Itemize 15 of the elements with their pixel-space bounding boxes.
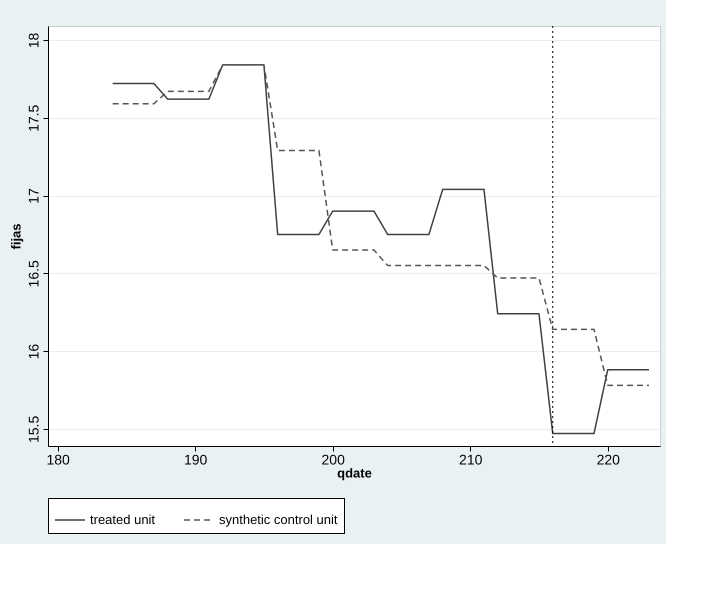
y-tick-label: 17: [26, 188, 42, 204]
legend-label: treated unit: [90, 512, 156, 527]
y-tick-label: 18: [26, 32, 42, 48]
y-tick-label: 16: [26, 344, 42, 360]
y-tick-label: 17.5: [26, 104, 42, 132]
x-tick-label: 180: [46, 452, 70, 468]
y-axis-title: fijas: [8, 223, 24, 250]
x-tick-label: 220: [596, 452, 620, 468]
y-tick-label: 15.5: [26, 416, 42, 444]
y-tick-label: 16.5: [26, 260, 42, 288]
x-tick-label: 210: [459, 452, 483, 468]
x-tick-label: 200: [322, 452, 346, 468]
x-tick-label: 190: [184, 452, 208, 468]
x-axis-title: qdate: [337, 466, 372, 480]
legend-label: synthetic control unit: [219, 512, 338, 527]
